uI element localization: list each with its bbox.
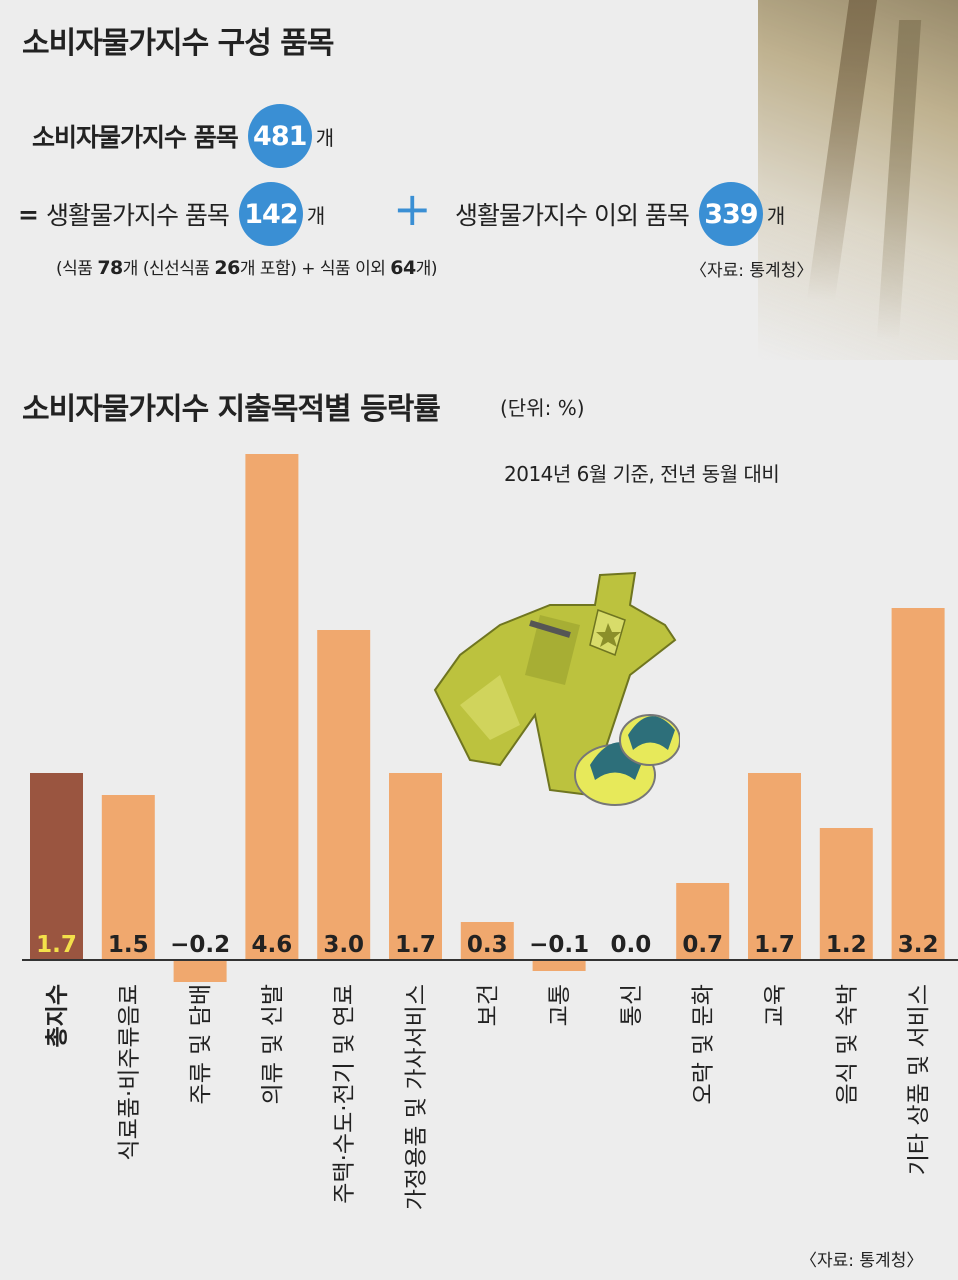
bar-7 xyxy=(532,960,586,971)
category-label-9: 오락 및 문화 xyxy=(691,984,717,1104)
equals-sign: = xyxy=(18,199,39,229)
category-label-6: 보건 xyxy=(475,984,501,1026)
value-label-9: 0.7 xyxy=(682,932,723,958)
value-label-7: −0.1 xyxy=(529,932,589,958)
category-label-4: 주택·수도·전기 및 연료 xyxy=(332,984,358,1204)
total-items-row: 소비자물가지수 품목 481 개 xyxy=(32,104,334,168)
value-label-6: 0.3 xyxy=(467,932,508,958)
chart-basis-note: 2014년 6월 기준, 전년 동월 대비 xyxy=(504,462,780,486)
value-label-0: 1.7 xyxy=(36,932,77,958)
category-label-3: 의류 및 신발 xyxy=(260,984,286,1104)
other-items-badge: 339 xyxy=(698,182,763,246)
composition-title: 소비자물가지수 구성 품목 xyxy=(22,26,334,61)
bar-chart: 1.7 총지수 1.5 식료품·비주류음료 −0.2 주류 및 담배 4.6 의류 및 신발 3… xyxy=(22,454,958,1210)
bar-1 xyxy=(101,795,155,960)
bar-0 xyxy=(30,773,83,960)
value-label-10: 1.7 xyxy=(754,932,795,958)
background-photo xyxy=(758,0,958,360)
chart-unit-label: (단위: %) xyxy=(500,396,585,420)
value-label-12: 3.2 xyxy=(898,932,939,958)
composition-source: 〈자료: 통계청〉 xyxy=(690,261,814,281)
bar-3 xyxy=(245,454,299,960)
bar-5 xyxy=(389,773,442,960)
chart-source: 〈자료: 통계청〉 xyxy=(800,1251,924,1271)
bar-2 xyxy=(173,960,227,982)
category-label-2: 주류 및 담배 xyxy=(188,984,214,1104)
unit-label: 개 xyxy=(766,203,786,228)
category-label-8: 통신 xyxy=(619,984,645,1026)
baby-clothes-illustration xyxy=(433,571,680,806)
living-items-row: = 생활물가지수 품목 142 개 xyxy=(18,182,325,246)
value-label-11: 1.2 xyxy=(826,932,867,958)
category-label-12: 기타 상품 및 서비스 xyxy=(906,984,932,1175)
living-items-badge: 142 xyxy=(238,182,303,246)
plus-sign: + xyxy=(393,182,432,236)
category-label-0: 총지수 xyxy=(45,984,71,1047)
value-label-2: −0.2 xyxy=(170,932,230,958)
living-items-note: (식품 78개 (신선식품 26개 포함) + 식품 이외 64개) xyxy=(56,257,438,279)
category-label-11: 음식 및 숙박 xyxy=(834,984,860,1104)
bar-11 xyxy=(819,828,873,960)
unit-label: 개 xyxy=(306,203,326,228)
total-items-label: 소비자물가지수 품목 xyxy=(32,123,239,152)
bar-12 xyxy=(891,608,945,960)
other-items-label: 생활물가지수 이외 품목 xyxy=(455,201,690,230)
total-items-badge: 481 xyxy=(247,104,312,168)
value-label-1: 1.5 xyxy=(108,932,149,958)
chart-title: 소비자물가지수 지출목적별 등락률 xyxy=(22,392,441,427)
category-label-1: 식료품·비주류음료 xyxy=(116,984,142,1161)
category-label-10: 교육 xyxy=(763,984,789,1026)
bar-10 xyxy=(748,773,801,960)
other-items-row: 생활물가지수 이외 품목 339 개 xyxy=(455,182,785,246)
bar-label-bg-6 xyxy=(460,922,514,927)
category-label-7: 교통 xyxy=(547,984,573,1026)
category-label-5: 가정용품 및 가사서비스 xyxy=(404,984,430,1210)
value-label-4: 3.0 xyxy=(323,932,364,958)
bar-9 xyxy=(676,883,730,960)
value-label-8: 0.0 xyxy=(611,932,652,958)
bar-4 xyxy=(317,630,371,960)
unit-label: 개 xyxy=(315,125,335,150)
value-label-5: 1.7 xyxy=(395,932,436,958)
living-items-label: 생활물가지수 품목 xyxy=(45,201,230,230)
value-label-3: 4.6 xyxy=(252,932,293,958)
bar-6 xyxy=(460,927,514,960)
